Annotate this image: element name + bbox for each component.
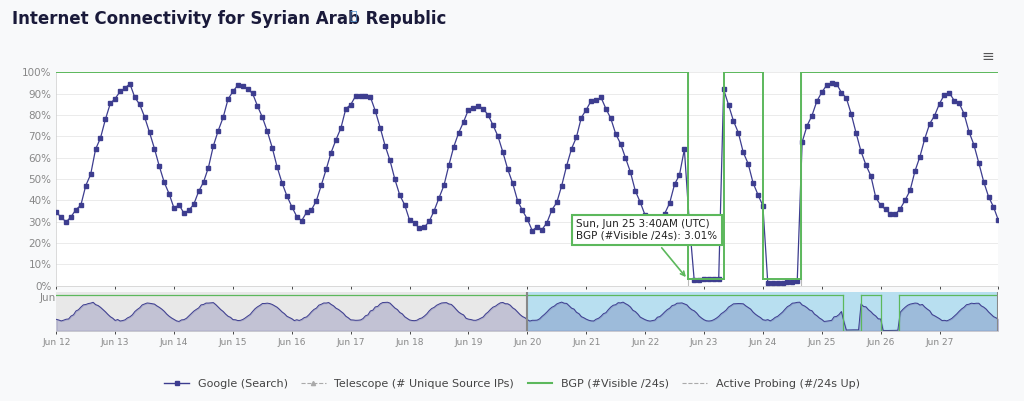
Bar bbox=[527, 292, 998, 331]
Text: Internet Connectivity for Syrian Arab Republic: Internet Connectivity for Syrian Arab Re… bbox=[12, 10, 446, 28]
Legend: Google (Search), Telescope (# Unique Source IPs), BGP (#Visible /24s), Active Pr: Google (Search), Telescope (# Unique Sou… bbox=[160, 375, 864, 393]
Text: Sun, Jun 25 3:40AM (UTC)
BGP (#Visible /24s): 3.01%: Sun, Jun 25 3:40AM (UTC) BGP (#Visible /… bbox=[577, 219, 718, 276]
X-axis label: Time (UTC): Time (UTC) bbox=[497, 305, 558, 315]
Text: ❓: ❓ bbox=[346, 10, 357, 23]
Text: ≡: ≡ bbox=[981, 49, 993, 64]
